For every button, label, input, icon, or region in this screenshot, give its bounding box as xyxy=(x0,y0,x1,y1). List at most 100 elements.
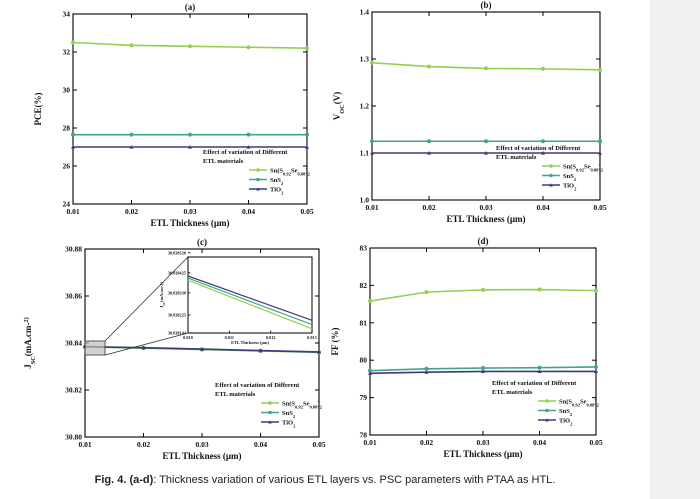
x-axis-label: ETL Thickness (µm) xyxy=(162,451,241,461)
legend-title-line2: ETL materials xyxy=(203,158,244,165)
legend-label-part: Se xyxy=(580,398,587,405)
legend-entry-sn: Sn(S0.92Se0.08)2 xyxy=(270,167,311,176)
legend-title-line2: ETL materials xyxy=(492,389,533,396)
data-point-sn xyxy=(246,45,251,50)
zoom-connector xyxy=(104,256,189,342)
legend-title-line2: ETL materials xyxy=(496,154,537,161)
x-tick-label: 0.03 xyxy=(195,440,208,449)
x-axis-label: ETL Thickness (µm) xyxy=(446,214,525,224)
legend-label-sub: 2 xyxy=(597,402,600,407)
legend-label-sub: 0.08 xyxy=(309,404,318,409)
panel-title: (b) xyxy=(481,0,492,10)
panel-title: (a) xyxy=(185,2,196,12)
inset-y-label-sub: SC xyxy=(162,302,166,306)
data-point-tio2 xyxy=(129,145,134,149)
inset-x-tick-label: 0.011 xyxy=(225,335,234,340)
data-point-sn xyxy=(368,299,372,304)
data-point-sn xyxy=(537,287,542,292)
legend-label-part: TiO xyxy=(563,182,574,189)
legend-label-sub: 2 xyxy=(574,176,577,181)
chart-panel-a: (a) 0.01 0.02 0.03 0.04 0.05 24 26 28 30 32 34 ETL T… xyxy=(33,2,314,228)
legend-entry-sns2: SnS2 xyxy=(282,410,296,419)
legend-label-part: ) xyxy=(598,163,600,170)
y-axis-label-part: (V) xyxy=(332,92,342,105)
data-point-tio2 xyxy=(481,369,485,374)
data-point-sns2 xyxy=(368,368,372,373)
data-point-sn xyxy=(71,40,75,45)
x-tick-label: 0.04 xyxy=(536,203,549,212)
legend-label-part: Sn(S xyxy=(270,167,283,174)
x-axis-label: ETL Thickness (µm) xyxy=(443,449,522,459)
legend-label-part: Se xyxy=(291,167,298,174)
y-axis-label-sub: SC xyxy=(30,356,37,365)
x-tick-label: 0.05 xyxy=(589,438,602,447)
inset-chart: 0.010 0.011 0.012 0.013 30.838144 30.838225 30… xyxy=(84,250,317,356)
y-tick-label: 30.82 xyxy=(65,386,82,395)
y-axis-label-sup: 2) xyxy=(23,317,30,322)
y-tick-label: 26 xyxy=(63,162,71,171)
y-tick-label: 80 xyxy=(360,356,368,365)
legend-label-sub: 2 xyxy=(570,421,573,426)
legend-label-sub: 0.08 xyxy=(297,171,306,176)
figure-canvas: (a) 0.01 0.02 0.03 0.04 0.05 24 26 28 30 32 34 ETL T… xyxy=(23,0,607,461)
x-tick-label: 0.02 xyxy=(125,207,138,216)
legend-label-sub: 2 xyxy=(281,180,284,185)
data-point-sns2 xyxy=(246,132,251,137)
data-point-sn xyxy=(188,44,192,49)
y-tick-label: 30 xyxy=(63,86,71,95)
chart-panel-c: (c) 0.01 0.02 0.03 0.04 0.05 30.80 30.82 30.84 30… xyxy=(23,237,326,461)
legend-label-part: SnS xyxy=(563,173,574,180)
legend-label-sub: 2 xyxy=(281,190,284,195)
legend-entry-sn: Sn(S0.92Se0.08)2 xyxy=(282,400,323,409)
data-point-sn xyxy=(129,43,134,48)
legend-label-part: ) xyxy=(305,167,307,174)
x-tick-label: 0.01 xyxy=(363,438,376,447)
data-point-tio2 xyxy=(427,151,431,155)
figure-caption: Fig. 4. (a-d): Thickness variation of va… xyxy=(0,474,650,486)
x-tick-label: 0.01 xyxy=(365,203,378,212)
caption-panels: (a-d) xyxy=(129,474,154,486)
y-tick-label: 79 xyxy=(360,393,368,402)
x-tick-label: 0.05 xyxy=(312,440,325,449)
y-tick-label: 30.80 xyxy=(65,433,82,442)
legend-marker-tio2 xyxy=(545,418,549,422)
data-point-tio2 xyxy=(141,345,146,350)
legend-entry-tio2: TiO2 xyxy=(563,182,577,191)
x-tick-label: 0.02 xyxy=(420,438,433,447)
inset-y-label-part: (mA.cm-2) xyxy=(159,282,164,302)
legend-title-line1: Effect of variation of Different xyxy=(203,149,288,156)
data-point-tio2 xyxy=(368,371,372,375)
data-point-sns2 xyxy=(484,139,488,144)
legend-entry-tio2: TiO2 xyxy=(282,419,296,428)
data-point-tio2 xyxy=(317,349,321,354)
legend-entry-sns2: SnS2 xyxy=(559,408,573,417)
data-point-sns2 xyxy=(537,365,542,370)
data-point-tio2 xyxy=(370,151,374,155)
data-point-sn xyxy=(484,66,488,71)
data-point-tio2 xyxy=(598,151,602,155)
chart-panel-b: (b) 0.01 0.02 0.03 0.04 0.05 1.0 1.1 1.2 1.3 1.4 ET… xyxy=(332,0,607,224)
inset-series-line-sn xyxy=(187,279,313,330)
y-tick-label: 1.4 xyxy=(360,8,370,17)
y-tick-label: 83 xyxy=(360,244,368,253)
y-tick-label: 34 xyxy=(63,10,71,19)
legend-label-part: ) xyxy=(594,398,596,405)
legend-label-part: TiO xyxy=(559,417,570,424)
plot-frame xyxy=(72,13,308,205)
data-point-tio2 xyxy=(594,369,598,374)
x-tick-label: 0.01 xyxy=(66,207,79,216)
legend-label-part: TiO xyxy=(282,419,293,426)
legend-label-part: SnS xyxy=(282,410,293,417)
data-point-sns2 xyxy=(424,366,429,371)
viewer-side-strip xyxy=(650,0,700,499)
data-point-sns2 xyxy=(541,139,545,144)
figure-page: (a) 0.01 0.02 0.03 0.04 0.05 24 26 28 30 32 34 ETL T… xyxy=(0,0,650,486)
y-tick-label: 30.88 xyxy=(65,245,82,254)
x-tick-label: 0.02 xyxy=(137,440,150,449)
y-axis-label-part: J xyxy=(23,364,33,369)
legend-marker-tio2 xyxy=(549,183,553,187)
legend-marker-sns2 xyxy=(256,177,260,182)
y-tick-label: 1.3 xyxy=(360,55,370,64)
legend-label-part: Sn(S xyxy=(282,400,295,407)
legend-marker-sns2 xyxy=(545,408,549,413)
